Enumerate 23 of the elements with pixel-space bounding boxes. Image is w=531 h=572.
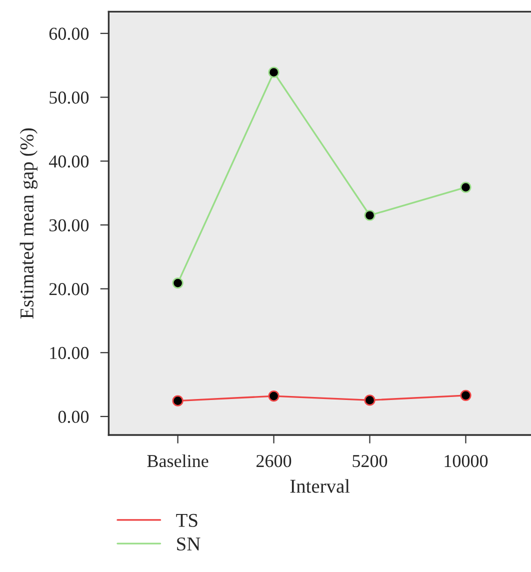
y-tick-label: 40.00 (48, 155, 89, 168)
point (460, 182, 472, 193)
y-tick-label: 60.00 (49, 28, 89, 40)
y-axis-title: Estimated mean gap (%) (20, 128, 38, 319)
x-axis-title: Interval (290, 479, 350, 493)
y-tick-label: 50.00 (50, 92, 89, 104)
x-tick-label: Baseline (147, 454, 208, 468)
point (364, 394, 376, 406)
point (172, 277, 184, 289)
x-tick-label: 2600 (256, 454, 292, 468)
point (460, 390, 472, 401)
y-tick-label: 30.00 (49, 219, 89, 232)
x-tick-label: 5200 (352, 454, 388, 468)
x-tick-label: 10000 (444, 454, 488, 468)
legend-label: TS (176, 514, 198, 527)
legend-label: SN (177, 537, 200, 551)
y-tick-label: 20.00 (49, 283, 89, 296)
y-tick-label: 10.00 (50, 346, 89, 360)
y-tick-label: 0.00 (58, 410, 89, 424)
point (268, 390, 280, 402)
point (268, 66, 280, 78)
point (364, 210, 376, 221)
point (172, 395, 184, 406)
